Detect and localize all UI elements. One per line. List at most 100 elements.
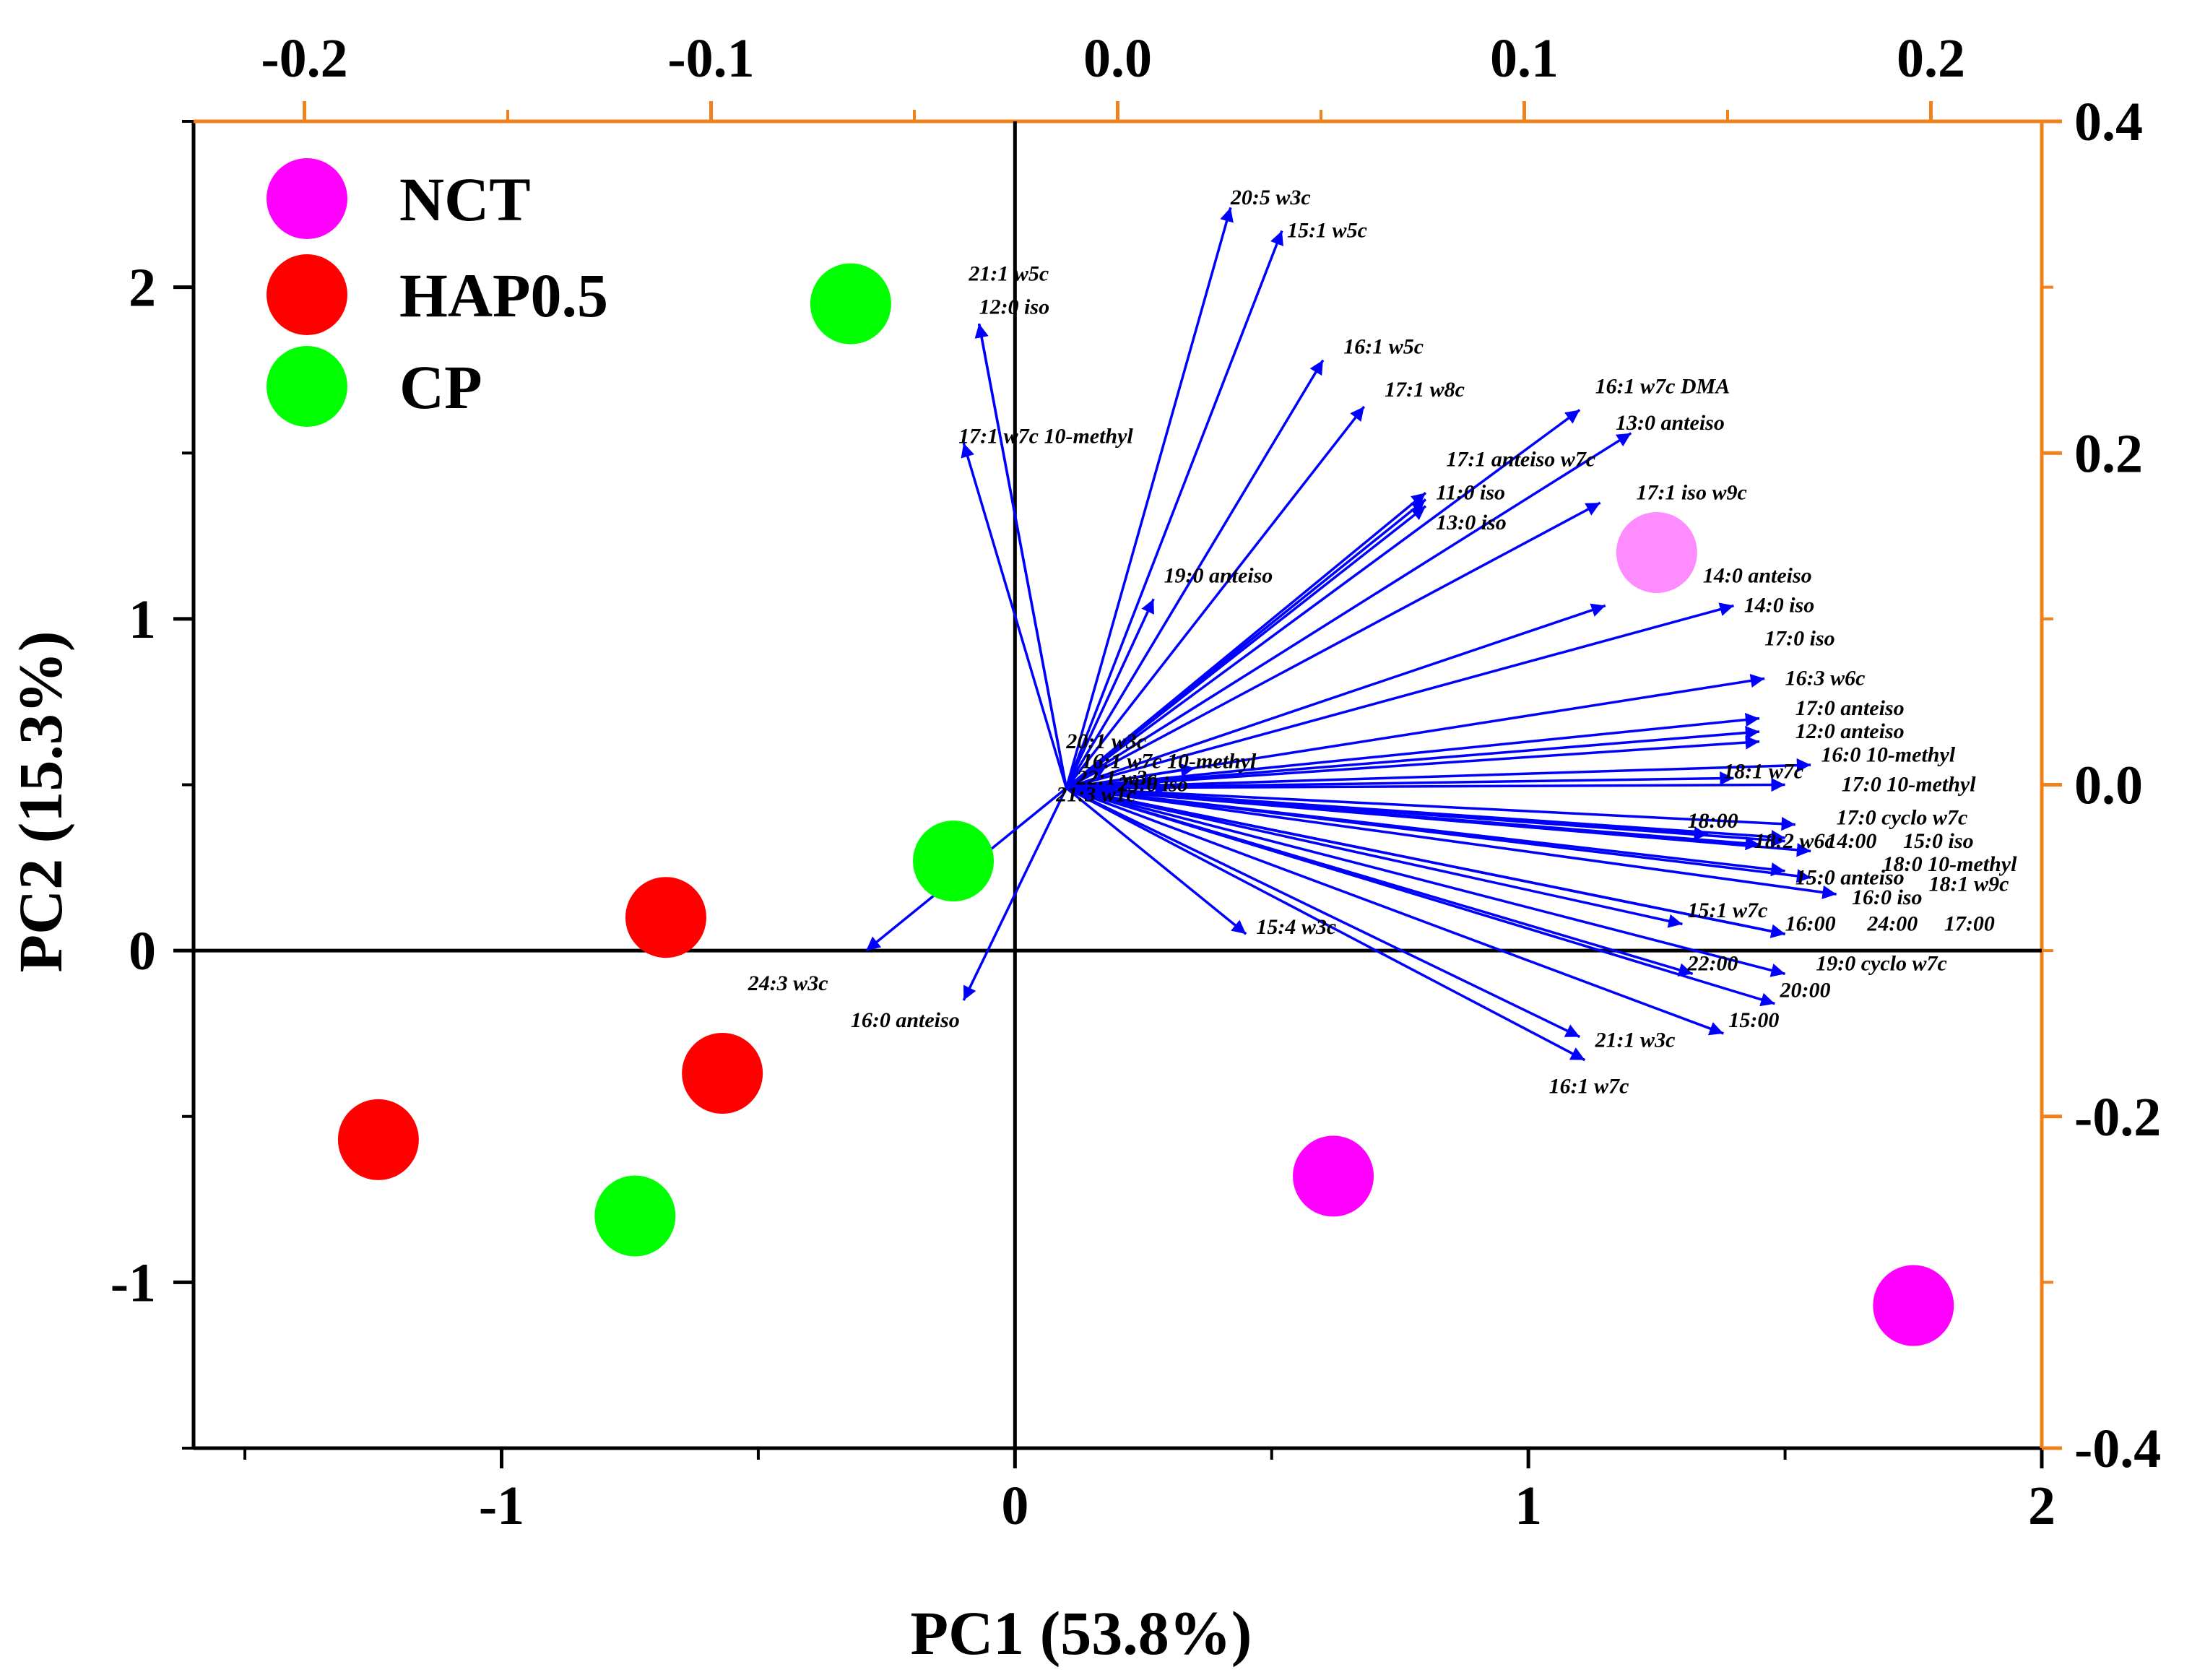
score-points: [337, 263, 1954, 1346]
loading-vector-label: 18:0 10-methyl: [1883, 852, 2017, 876]
loading-vector-label: 18:00: [1688, 809, 1738, 833]
y-axis-title: PC2 (15.3%): [6, 631, 75, 973]
loading-vector-label: 17:00: [1944, 912, 1995, 936]
x-tick-label: -1: [479, 1476, 524, 1536]
loading-vector-label: 16:00: [1785, 912, 1836, 936]
legend-label-nct: NCT: [399, 165, 531, 234]
score-point-hap05: [337, 1099, 419, 1180]
loading-vector-label: 15:00: [1728, 1008, 1779, 1032]
loading-vector-label: 13:0 anteiso: [1616, 411, 1725, 435]
legend-marker-nct: [267, 158, 347, 239]
legend: NCT HAP0.5 CP: [267, 158, 608, 427]
loading-vector-arrow: [1066, 725, 1760, 789]
loading-vector-label: 16:0 10-methyl: [1821, 742, 1955, 766]
loading-vector-label: 19:0 anteiso: [1164, 563, 1273, 587]
loading-vector-labels: 20:5 w3c 15:1 w5c 21:1 w5c 12:0 iso 16:1 w5c…: [748, 186, 2017, 1099]
loading-vector-label: 17:0 iso: [1764, 627, 1835, 651]
loading-vector-label: 16:1 w5c: [1343, 334, 1424, 358]
loading-vector-label: 15:0 iso: [1903, 829, 1974, 853]
loading-vector-arrow: [1065, 787, 1586, 1062]
loading-vector-arrow: [1066, 786, 1118, 800]
loading-vector-label: 17:1 w7c 10-methyl: [958, 424, 1133, 448]
loading-vector-arrow: [1066, 787, 1837, 899]
loading-vector-label: 24:00: [1866, 912, 1918, 936]
loading-vector-arrow: [1066, 763, 1195, 789]
loading-vector-label: 17:0 10-methyl: [1842, 773, 1976, 797]
loading-vector-label: 23:0 iso: [1117, 773, 1189, 797]
legend-marker-cp: [267, 346, 347, 427]
loading-vector-label: 18:2 w6c: [1754, 829, 1834, 853]
score-point-cp: [810, 263, 891, 345]
loading-vector-label: 20:5 w3c: [1230, 186, 1311, 209]
top-tick-label: 0.1: [1490, 28, 1559, 89]
y-tick-label: 0: [129, 921, 156, 982]
right-tick-label: -0.2: [2074, 1087, 2161, 1148]
loading-vector-arrow: [961, 442, 1068, 789]
loading-vector-label: 11:0 iso: [1436, 481, 1505, 505]
score-point-nct: [1873, 1265, 1954, 1346]
right-tick-label: 0.2: [2074, 423, 2143, 484]
loading-vector-arrow: [1066, 787, 1811, 883]
loading-vector-label: 12:0 iso: [979, 295, 1050, 319]
right-tick-label: 0.0: [2074, 755, 2143, 816]
y-tick-label: -1: [111, 1252, 156, 1313]
loading-vector-label: 21:1 w5c: [968, 261, 1049, 285]
loading-vector-label: 17:0 cyclo w7c: [1837, 806, 1968, 830]
legend-label-hap05: HAP0.5: [399, 261, 608, 330]
loading-vectors: [865, 207, 1837, 1062]
loading-vector-arrow: [1065, 787, 1581, 1039]
loading-vector-arrow: [1065, 598, 1155, 789]
loading-vector-label: 15:1 w5c: [1287, 219, 1367, 243]
loading-vector-label: 17:0 anteiso: [1795, 696, 1905, 720]
right-tick-label: -0.4: [2074, 1419, 2161, 1479]
score-point-hap05: [682, 1033, 763, 1114]
loading-vector-arrow: [1066, 735, 1760, 789]
loading-vector-label: 12:0 anteiso: [1795, 719, 1905, 743]
loading-vector-label: 15:1 w7c: [1688, 899, 1768, 922]
x-axis-title: PC1 (53.8%): [911, 1598, 1252, 1668]
loading-vector-arrow: [1065, 763, 1109, 789]
loading-vector-arrow: [1065, 432, 1632, 789]
loading-vector-label: 20:00: [1779, 978, 1830, 1002]
loading-vector-arrow: [1065, 787, 1724, 1036]
loading-vector-arrow: [1066, 758, 1811, 789]
loading-vector-label: 17:1 w8c: [1385, 378, 1465, 402]
x-tick-label: 0: [1001, 1476, 1028, 1536]
loading-vector-arrow: [1065, 405, 1366, 789]
top-tick-label: 0.2: [1897, 28, 1965, 89]
x-tick-label: 1: [1515, 1476, 1542, 1536]
y-tick-label: 2: [129, 258, 156, 319]
loading-vector-label: 22:1 w3c: [1076, 766, 1157, 790]
loading-vector-arrow: [1066, 787, 1811, 857]
loading-vector-label: 18:1 w9c: [1929, 872, 2009, 896]
loading-vector-arrow: [1065, 409, 1581, 789]
loading-vector-label: 15:0 anteiso: [1795, 865, 1905, 889]
score-point-cp: [913, 820, 995, 902]
loading-vector-label: 24:3 w3c: [748, 971, 828, 995]
loading-vector-arrow: [1065, 603, 1606, 789]
loading-vector-arrow: [1065, 787, 1775, 1007]
loading-vector-label: 22:00: [1687, 952, 1738, 976]
loading-vector-arrow: [1065, 505, 1427, 789]
loading-vector-arrow: [974, 323, 1068, 789]
loading-vector-label: 16:3 w6c: [1785, 667, 1866, 690]
legend-marker-hap05: [267, 254, 347, 335]
loading-vector-arrow: [1066, 777, 1785, 792]
loading-vector-arrow: [1065, 602, 1734, 789]
score-point-nct: [1293, 1135, 1374, 1217]
loading-vector-arrow: [1065, 501, 1601, 789]
score-point-cp: [594, 1175, 676, 1257]
loading-vector-label: 16:0 iso: [1852, 886, 1923, 909]
loading-vector-label: 16:1 w7c: [1549, 1075, 1629, 1099]
top-tick-label: -0.1: [667, 28, 754, 89]
loading-vector-label: 20:1 w3c: [1065, 729, 1146, 753]
x-tick-label: 2: [2028, 1476, 2055, 1536]
loading-vector-arrow: [1066, 787, 1683, 928]
axis-ticks: -1 0 1 2 -1 0 1 2 -0.2 -0.1 0.0 0.1 0.2 0.4 0.2 0.0 -0.2…: [111, 28, 2162, 1536]
legend-label-cp: CP: [399, 352, 482, 422]
loading-vector-label: 18:1 w7c: [1723, 759, 1803, 783]
loading-vector-label: 14:0 iso: [1744, 594, 1815, 618]
loading-vector-arrow: [1065, 230, 1283, 789]
top-tick-label: 0.0: [1083, 28, 1152, 89]
